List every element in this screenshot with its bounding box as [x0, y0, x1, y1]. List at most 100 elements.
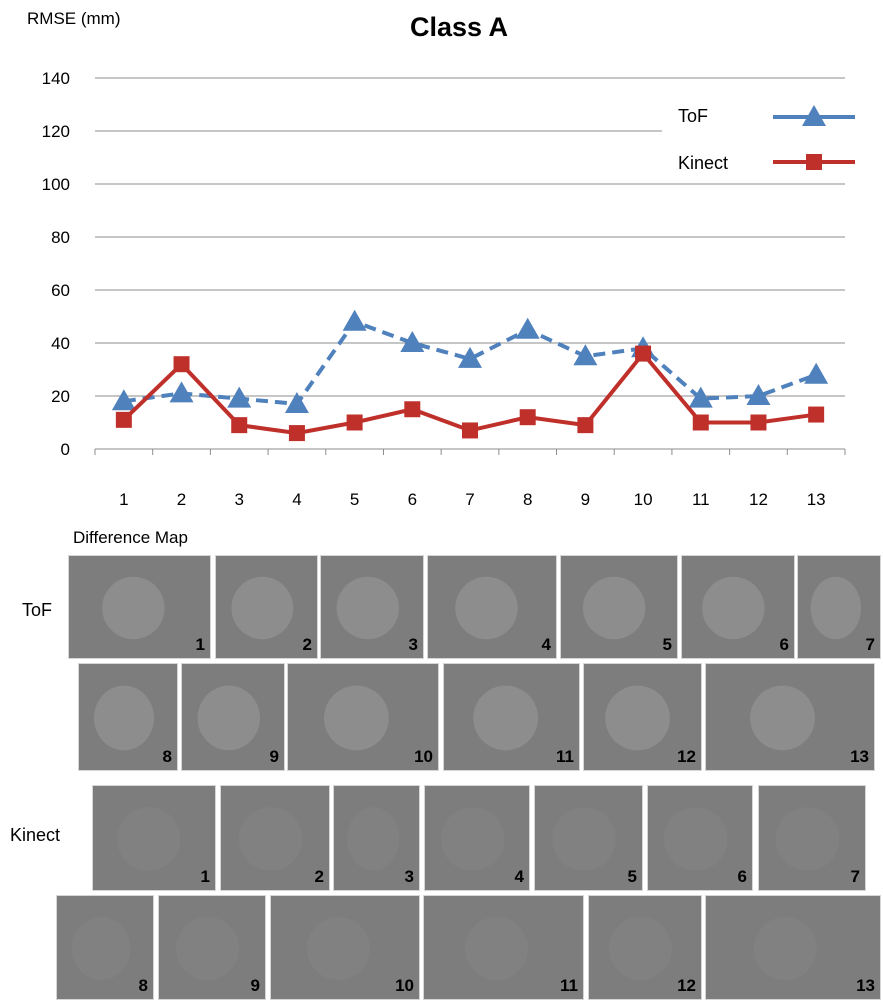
- x-tick-label: 7: [465, 490, 474, 509]
- object-silhouette: [464, 917, 528, 980]
- tile-number: 7: [865, 635, 875, 654]
- data-point-tof: [688, 386, 713, 408]
- difference-map-tile: 10: [287, 663, 439, 771]
- data-point-tof: [342, 309, 367, 331]
- tile-number: 9: [269, 747, 279, 766]
- data-point-kinect: [635, 345, 652, 362]
- difference-map-tile: 13: [705, 895, 881, 1000]
- y-tick-label: 20: [51, 387, 70, 406]
- x-tick-label: 11: [692, 490, 710, 509]
- object-silhouette: [810, 576, 861, 640]
- tile-number: 13: [856, 976, 875, 995]
- object-silhouette: [94, 685, 154, 751]
- data-point-tof: [746, 384, 771, 405]
- data-point-kinect: [692, 414, 709, 431]
- tile-number: 12: [677, 976, 696, 995]
- x-tick-label: 4: [292, 490, 301, 509]
- data-point-tof: [111, 389, 136, 411]
- difference-map-tile: 4: [424, 785, 530, 891]
- kinect-row-label: Kinect: [10, 825, 61, 845]
- tile-number: 1: [195, 635, 205, 654]
- difference-map-tile: 5: [560, 555, 678, 659]
- data-point-kinect: [346, 414, 363, 431]
- data-point-kinect: [577, 417, 594, 434]
- data-point-kinect: [808, 406, 825, 423]
- object-silhouette: [663, 807, 728, 871]
- object-silhouette: [231, 576, 294, 640]
- tof-row-label: ToF: [22, 600, 53, 620]
- data-point-kinect: [404, 401, 421, 418]
- tile-number: 13: [850, 747, 869, 766]
- object-silhouette: [552, 807, 616, 871]
- object-silhouette: [102, 576, 165, 640]
- tile-number: 11: [560, 976, 578, 995]
- data-point-tof: [400, 331, 425, 352]
- data-point-tof: [284, 391, 309, 413]
- chart-title: Class A: [410, 12, 509, 42]
- tile-number: 10: [414, 747, 433, 766]
- object-silhouette: [176, 917, 240, 980]
- object-silhouette: [336, 576, 399, 640]
- tile-number: 10: [395, 976, 414, 995]
- difference-map-tile: 7: [758, 785, 866, 891]
- difference-map-tile: 2: [215, 555, 318, 659]
- difference-map-tile: 12: [588, 895, 702, 1000]
- y-tick-label: 100: [42, 175, 70, 194]
- difference-map-tile: 8: [78, 663, 178, 771]
- difference-map-tile: 2: [220, 785, 330, 891]
- difference-map-tile: 8: [56, 895, 154, 1000]
- x-tick-label: 9: [581, 490, 590, 509]
- object-silhouette: [582, 576, 646, 640]
- object-silhouette: [324, 685, 389, 751]
- data-point-tof: [573, 344, 598, 366]
- difference-map-tile: 4: [427, 555, 557, 659]
- tile-number: 4: [514, 867, 524, 886]
- tile-number: 2: [302, 635, 312, 654]
- x-tick-label: 8: [523, 490, 532, 509]
- data-point-kinect: [462, 422, 478, 439]
- difference-map-tile: 13: [705, 663, 875, 771]
- tile-number: 3: [404, 867, 414, 886]
- difference-map-tile: 6: [681, 555, 795, 659]
- difference-map-tile: 7: [797, 555, 881, 659]
- y-axis-label: RMSE (mm): [27, 9, 121, 28]
- data-point-tof: [458, 346, 482, 368]
- difference-map-tile: 11: [423, 895, 584, 1000]
- object-silhouette: [347, 807, 400, 871]
- tile-number: 6: [779, 635, 789, 654]
- data-point-tof: [515, 317, 540, 339]
- legend-marker-kinect: [806, 154, 822, 170]
- x-tick-label: 12: [749, 490, 768, 509]
- object-silhouette: [117, 807, 181, 871]
- data-point-kinect: [173, 356, 190, 373]
- tile-number: 2: [314, 867, 324, 886]
- difference-map-tile: 1: [68, 555, 211, 659]
- difference-map-tile: 12: [583, 663, 702, 771]
- y-tick-label: 140: [42, 69, 70, 88]
- data-point-tof: [227, 386, 252, 408]
- tile-number: 1: [200, 867, 210, 886]
- difference-map-tile: 3: [320, 555, 424, 659]
- tile-number: 12: [677, 747, 696, 766]
- data-point-kinect: [750, 414, 767, 431]
- data-point-tof: [804, 362, 829, 384]
- object-silhouette: [197, 685, 260, 751]
- difference-map-tile: 9: [158, 895, 266, 1000]
- y-tick-label: 80: [51, 228, 70, 247]
- tile-number: 7: [850, 867, 860, 886]
- x-tick-label: 6: [408, 490, 417, 509]
- object-silhouette: [608, 917, 672, 980]
- x-tick-label: 2: [177, 490, 186, 509]
- object-silhouette: [238, 807, 303, 871]
- y-tick-label: 40: [51, 334, 70, 353]
- difference-map-tile: 9: [181, 663, 285, 771]
- data-point-kinect: [115, 411, 132, 428]
- tile-number: 3: [408, 635, 418, 654]
- object-silhouette: [753, 917, 817, 980]
- y-tick-label: 120: [42, 122, 70, 141]
- x-tick-label: 5: [350, 490, 359, 509]
- difference-map-heading: Difference Map: [73, 528, 188, 547]
- x-tick-label: 13: [807, 490, 826, 509]
- x-tick-label: 3: [234, 490, 243, 509]
